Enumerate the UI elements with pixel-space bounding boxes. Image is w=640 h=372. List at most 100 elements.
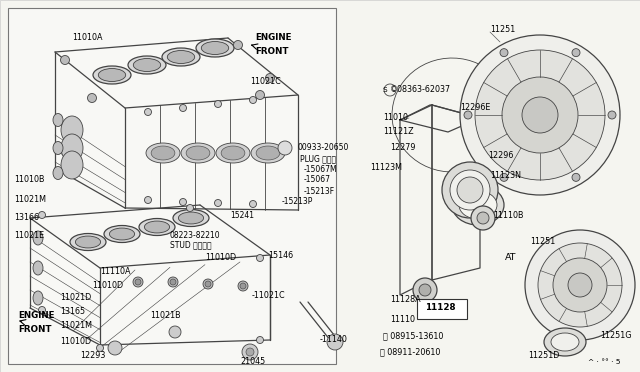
Ellipse shape [167,51,195,64]
Text: STUD スタッド: STUD スタッド [170,241,212,250]
Circle shape [133,277,143,287]
Circle shape [88,93,97,103]
Ellipse shape [145,221,170,233]
Circle shape [214,199,221,206]
Circle shape [525,230,635,340]
Text: 11010B: 11010B [14,176,45,185]
Text: FRONT: FRONT [255,48,289,57]
Text: 11010D: 11010D [205,253,236,263]
Text: 13166: 13166 [14,214,39,222]
Text: -15213P: -15213P [282,196,314,205]
Ellipse shape [151,146,175,160]
Text: 11021D: 11021D [60,294,92,302]
Circle shape [475,50,605,180]
Circle shape [522,97,558,133]
Text: S: S [383,87,387,93]
Text: -11021C: -11021C [252,292,285,301]
Circle shape [450,170,490,210]
Ellipse shape [109,228,134,240]
Circle shape [238,281,248,291]
Ellipse shape [99,68,125,81]
Ellipse shape [53,113,63,126]
Circle shape [500,173,508,182]
Ellipse shape [93,66,131,84]
Circle shape [203,279,213,289]
Polygon shape [372,39,532,191]
Circle shape [234,41,243,49]
Circle shape [257,337,264,343]
Circle shape [169,326,181,338]
Text: -15067M: -15067M [304,166,338,174]
Circle shape [250,96,257,103]
Circle shape [419,284,431,296]
Text: 11128: 11128 [425,302,456,311]
Text: 11010A: 11010A [72,33,102,42]
Text: 12296: 12296 [488,151,513,160]
Text: 15146: 15146 [268,250,293,260]
Text: 00933-20650: 00933-20650 [298,144,349,153]
Text: Ⓜ 08915-13610: Ⓜ 08915-13610 [383,331,444,340]
Circle shape [38,212,45,218]
Text: ENGINE: ENGINE [18,311,54,321]
Text: 12279: 12279 [390,144,415,153]
Text: 11010D: 11010D [60,337,91,346]
Text: 11251: 11251 [490,26,515,35]
Ellipse shape [216,143,250,163]
Ellipse shape [186,146,210,160]
Circle shape [145,196,152,203]
Text: 11123M: 11123M [370,164,402,173]
Polygon shape [400,105,432,295]
Circle shape [278,141,292,155]
Ellipse shape [179,212,204,224]
Circle shape [214,100,221,108]
Ellipse shape [221,146,245,160]
Circle shape [471,206,495,230]
Ellipse shape [53,167,63,180]
Circle shape [568,273,592,297]
Circle shape [327,334,343,350]
Ellipse shape [53,141,63,154]
Polygon shape [432,105,480,280]
Circle shape [240,283,246,289]
Text: ENGINE: ENGINE [255,33,291,42]
Circle shape [61,55,70,64]
Polygon shape [392,58,512,172]
Ellipse shape [33,291,43,305]
Circle shape [457,177,483,203]
Ellipse shape [128,56,166,74]
Ellipse shape [459,191,497,219]
Circle shape [266,74,275,83]
Ellipse shape [104,225,140,243]
Text: Ⓝ 08911-20610: Ⓝ 08911-20610 [380,347,440,356]
Ellipse shape [133,58,161,71]
Text: ©08363-62037: ©08363-62037 [390,86,451,94]
Circle shape [168,277,178,287]
Text: -15067: -15067 [304,176,331,185]
Ellipse shape [162,48,200,66]
Ellipse shape [146,143,180,163]
Ellipse shape [139,218,175,235]
Circle shape [135,279,141,285]
Text: 11010D: 11010D [92,282,123,291]
Circle shape [553,258,607,312]
Circle shape [179,199,186,205]
Text: 08223-82210: 08223-82210 [170,231,221,240]
Text: 11021M: 11021M [60,321,92,330]
Text: 11128A: 11128A [390,295,420,305]
Circle shape [242,344,258,360]
Text: 11021E: 11021E [14,231,44,241]
Circle shape [460,35,620,195]
Circle shape [538,243,622,327]
Text: 13165: 13165 [60,308,85,317]
Text: -15213F: -15213F [304,186,335,196]
Circle shape [572,173,580,182]
Circle shape [170,279,176,285]
Text: 11110: 11110 [390,315,415,324]
Ellipse shape [544,328,586,356]
Ellipse shape [61,151,83,179]
Circle shape [108,341,122,355]
Ellipse shape [181,143,215,163]
Ellipse shape [251,143,285,163]
Text: AT: AT [505,253,516,263]
Circle shape [477,212,489,224]
